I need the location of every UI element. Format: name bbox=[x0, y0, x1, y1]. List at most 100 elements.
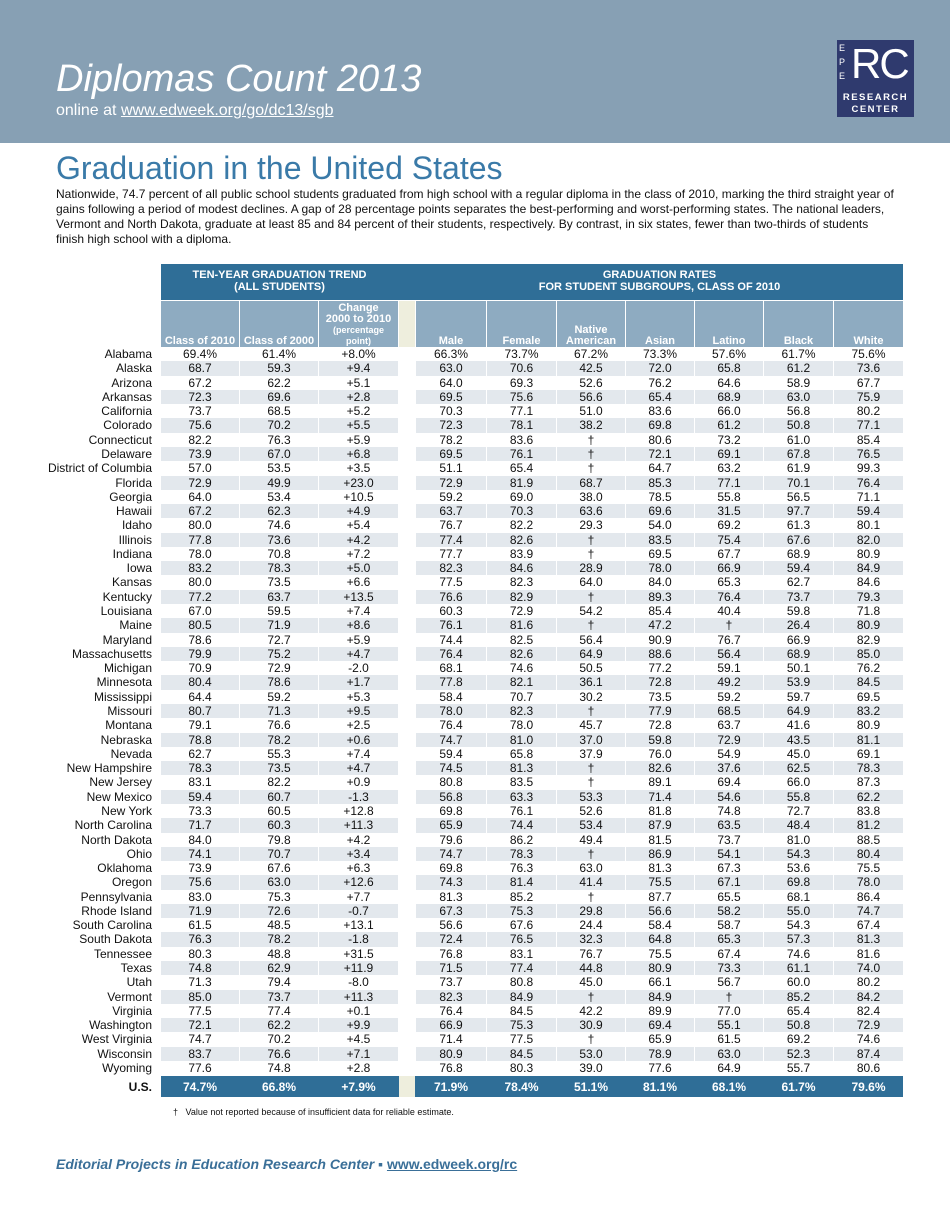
cell: 81.6 bbox=[487, 618, 556, 633]
cell: 77.1 bbox=[509, 404, 534, 419]
cell: 81.0 bbox=[786, 832, 811, 847]
cell: +5.2 bbox=[346, 404, 371, 419]
cell: 83.6 bbox=[648, 404, 672, 419]
cell: 72.3 bbox=[416, 418, 486, 433]
cell: 38.0 bbox=[579, 489, 603, 504]
cell: † bbox=[587, 432, 595, 447]
cell: 82.1 bbox=[487, 675, 556, 690]
cell: 48.5 bbox=[267, 918, 291, 933]
cell: 77.9 bbox=[626, 704, 694, 719]
cell: 77.5 bbox=[439, 575, 463, 590]
cell: 59.4 bbox=[161, 789, 239, 804]
cell: 82.3 bbox=[509, 575, 534, 590]
cell: 68.1 bbox=[439, 661, 463, 676]
cell: 55.0 bbox=[764, 903, 833, 919]
cell: 67.3 bbox=[717, 861, 741, 876]
total-cell: 51.1% bbox=[573, 1080, 609, 1095]
cell: 73.7 bbox=[240, 989, 318, 1004]
cell: +2.5 bbox=[346, 718, 371, 733]
cell: 81.0 bbox=[487, 732, 556, 747]
cell: 56.6 bbox=[626, 903, 694, 919]
cell: 83.7 bbox=[161, 1046, 239, 1061]
cell: +1.7 bbox=[319, 675, 398, 690]
cell: 65.4 bbox=[626, 389, 694, 405]
cell: 64.9 bbox=[764, 704, 833, 719]
cell: 62.9 bbox=[240, 961, 318, 976]
cell: 55.1 bbox=[695, 1018, 763, 1033]
logo-letter: P bbox=[839, 57, 846, 67]
cell: 73.6 bbox=[834, 361, 903, 376]
cell: 69.8 bbox=[439, 803, 463, 818]
cell: -1.8 bbox=[319, 932, 398, 947]
cell: 72.4 bbox=[416, 932, 486, 947]
cell: -0.7 bbox=[319, 903, 398, 919]
cell: 58.4 bbox=[439, 689, 463, 704]
column-header-line: Class of 2000 bbox=[243, 335, 315, 347]
cell: 80.8 bbox=[439, 775, 463, 790]
state-name: Rhode Island bbox=[81, 903, 152, 918]
column-header-line: (percentage bbox=[332, 325, 385, 335]
cell: 54.3 bbox=[786, 918, 811, 933]
footer-url[interactable]: www.edweek.org/rc bbox=[386, 1156, 518, 1172]
cell: 53.4 bbox=[557, 818, 625, 833]
cell: 63.0 bbox=[240, 875, 318, 890]
cell: 75.4 bbox=[695, 532, 763, 547]
state-name: Mississippi bbox=[93, 689, 152, 704]
cell: 85.2 bbox=[509, 889, 534, 904]
cell: 58.2 bbox=[695, 903, 763, 919]
cell: 73.7% bbox=[504, 347, 539, 361]
cell: 73.7 bbox=[717, 832, 741, 847]
cell: 55.3 bbox=[267, 746, 291, 761]
column-header-line: point) bbox=[346, 336, 371, 346]
cell: 78.0 bbox=[834, 875, 903, 890]
column-header-line: Black bbox=[783, 335, 814, 347]
cell: 83.5 bbox=[509, 775, 534, 790]
cell: 61.5 bbox=[188, 918, 212, 933]
cell: 76.0 bbox=[648, 746, 672, 761]
cell: 68.9 bbox=[764, 646, 833, 662]
cell: +2.8 bbox=[346, 1061, 371, 1075]
cell: 68.7 bbox=[557, 475, 625, 490]
cell: 75.2 bbox=[240, 646, 318, 662]
cell: 74.6 bbox=[856, 1032, 881, 1047]
cell: 81.4 bbox=[487, 875, 556, 890]
cell: +4.7 bbox=[319, 761, 398, 776]
cell: 59.2 bbox=[267, 689, 291, 704]
cell: 72.0 bbox=[626, 361, 694, 376]
cell: † bbox=[557, 532, 625, 547]
cell: 59.4 bbox=[834, 504, 903, 519]
url[interactable]: www.edweek.org/go/dc13/sgb bbox=[120, 102, 334, 119]
cell: 61.2 bbox=[764, 361, 833, 376]
cell: 69.4 bbox=[626, 1018, 694, 1033]
cell: +11.3 bbox=[319, 818, 398, 833]
footnote-symbol: † bbox=[173, 1107, 179, 1117]
cell: 58.4 bbox=[648, 918, 672, 933]
state-name: New Jersey bbox=[89, 775, 152, 790]
cell: 82.3 bbox=[416, 561, 486, 576]
cell: 42.2 bbox=[579, 1003, 603, 1018]
cell: 80.0 bbox=[188, 575, 212, 590]
cell: 71.5 bbox=[416, 961, 486, 976]
cell: 75.6% bbox=[851, 347, 886, 361]
cell: 71.3 bbox=[240, 704, 318, 719]
cell: 72.1 bbox=[161, 1018, 239, 1033]
cell: 70.7 bbox=[240, 846, 318, 862]
cell: 69.1 bbox=[695, 446, 763, 462]
cell: 76.2 bbox=[856, 661, 881, 676]
state-name: Georgia bbox=[109, 489, 152, 504]
cell: 80.4 bbox=[161, 675, 239, 690]
logo-line: CENTER bbox=[851, 104, 900, 115]
cell: 73.5 bbox=[267, 575, 291, 590]
cell: 67.2% bbox=[573, 347, 609, 361]
cell: 37.0 bbox=[557, 732, 625, 747]
state-name: Nebraska bbox=[100, 732, 152, 747]
cell: 37.9 bbox=[579, 746, 603, 761]
cell: 80.6 bbox=[648, 432, 672, 447]
group-header: GRADUATION RATES bbox=[602, 269, 717, 281]
state-name: Louisiana bbox=[100, 604, 152, 619]
cell: 67.2 bbox=[188, 375, 212, 390]
cell: 78.3 bbox=[161, 761, 239, 776]
cell: 75.3 bbox=[487, 903, 556, 919]
cell: 56.4 bbox=[695, 646, 763, 662]
cell: 82.9 bbox=[856, 632, 881, 647]
